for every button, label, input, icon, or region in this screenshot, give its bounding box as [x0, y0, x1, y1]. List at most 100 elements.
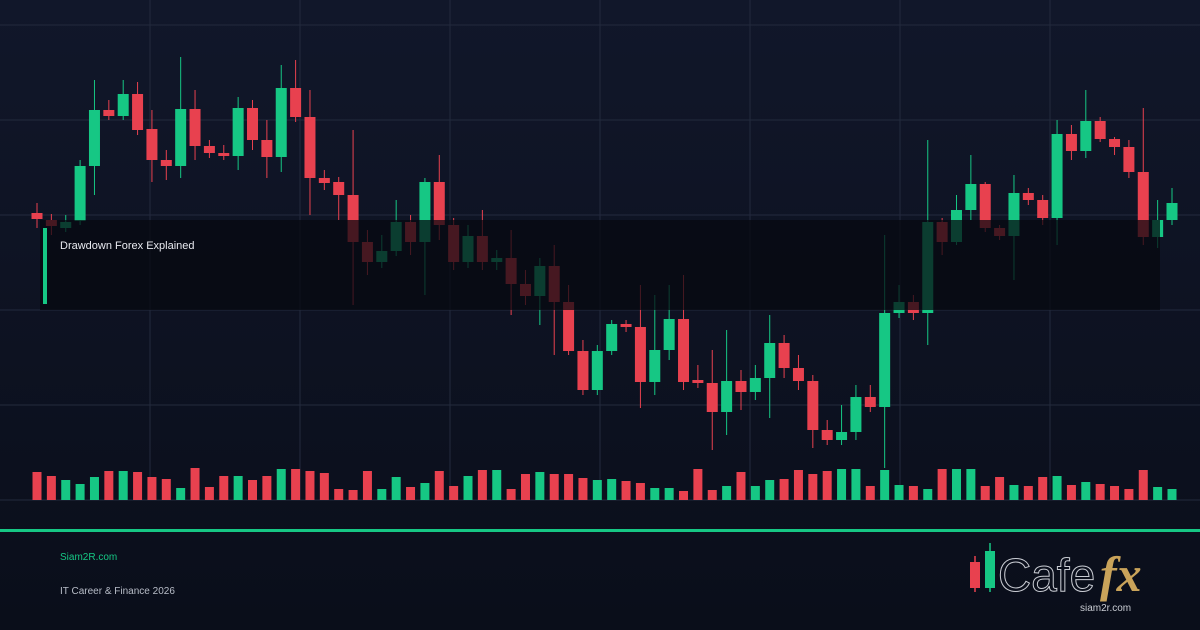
volume-bar: [880, 470, 890, 500]
candle-body: [649, 350, 661, 382]
volume-bar: [750, 486, 760, 500]
candle-body: [979, 184, 991, 228]
volume-bar: [664, 488, 674, 500]
candle-body: [807, 381, 819, 430]
candle-body: [850, 397, 862, 432]
volume-bar: [176, 488, 186, 500]
volume-bar: [923, 489, 933, 500]
volume-bar: [520, 474, 530, 500]
candle-body: [1051, 134, 1063, 218]
candle-body: [1080, 121, 1092, 151]
candle-body: [1022, 193, 1034, 200]
candle-body: [275, 88, 287, 157]
candle-body: [577, 351, 589, 390]
logo: Cafe fx siam2r.com: [970, 543, 1142, 614]
volume-bar: [449, 486, 459, 500]
candle-body: [419, 182, 431, 242]
chart-title: Drawdown Forex Explained: [60, 240, 195, 252]
volume-bar: [161, 479, 171, 500]
volume-bar: [190, 468, 200, 500]
candle-body: [146, 129, 158, 160]
candle-body: [74, 166, 86, 221]
volume-bar: [1081, 482, 1091, 500]
volume-bar: [765, 480, 775, 500]
candle-body: [634, 327, 646, 382]
candle-body: [189, 109, 201, 146]
volume-bar: [434, 471, 444, 500]
volume-bar: [406, 487, 416, 500]
volume-bar: [837, 469, 847, 500]
candle-body: [333, 182, 345, 195]
volume-bar: [1138, 470, 1148, 500]
volume-bar: [995, 477, 1005, 500]
candle-body: [879, 313, 891, 407]
volume-bar: [118, 471, 128, 500]
volume-bar: [808, 474, 818, 500]
volume-bar: [61, 480, 71, 500]
volume-bar: [592, 480, 602, 500]
tagline: IT Career & Finance 2026: [60, 586, 175, 597]
volume-bar: [1038, 477, 1048, 500]
candle-body: [678, 319, 690, 382]
candle-body: [203, 146, 215, 153]
title-accent: [43, 228, 47, 304]
volume-bar: [621, 481, 631, 500]
volume-bar: [463, 476, 473, 500]
volume-bar: [348, 490, 358, 500]
candle-body: [304, 117, 316, 178]
volume-bar: [391, 477, 401, 500]
volume-bar: [305, 471, 315, 500]
volume-bar: [147, 477, 157, 500]
volume-bar: [822, 471, 832, 500]
volume-bar: [334, 489, 344, 500]
volume-bar: [1095, 484, 1105, 500]
volume-bar: [1153, 487, 1163, 500]
volume-bar: [1052, 476, 1062, 500]
volume-bar: [1124, 489, 1134, 500]
candle-body: [218, 153, 230, 156]
volume-bar: [89, 477, 99, 500]
volume-bar: [319, 473, 329, 500]
candle-body: [965, 184, 977, 210]
volume-bar: [951, 469, 961, 500]
volume-bar: [966, 469, 976, 500]
volume-bar: [707, 490, 717, 500]
candle-body: [606, 324, 618, 351]
volume-bar: [1066, 485, 1076, 500]
volume-bar: [1167, 489, 1177, 500]
site-name: Siam2R.com: [60, 552, 117, 563]
volume-bar: [679, 491, 689, 500]
candle-body: [232, 108, 244, 156]
volume-bar: [937, 469, 947, 500]
candle-body: [117, 94, 129, 116]
candle-body: [132, 94, 144, 130]
candle-body: [1065, 134, 1077, 151]
candle-body: [591, 351, 603, 390]
volume-bar: [477, 470, 487, 500]
volume-bar: [722, 486, 732, 500]
candle-body: [88, 110, 100, 166]
candle-body: [721, 381, 733, 412]
candle-body: [1109, 139, 1121, 147]
candle-body: [290, 88, 302, 117]
candle-body: [663, 319, 675, 350]
volume-bar: [248, 480, 258, 500]
candles: [31, 57, 1178, 500]
candle-body: [31, 213, 43, 219]
volume-bar: [377, 489, 387, 500]
volume-bar: [607, 479, 617, 500]
volume-bar: [46, 476, 56, 500]
candle-body: [1037, 200, 1049, 218]
volume-bar: [693, 469, 703, 500]
candle-body: [563, 302, 575, 351]
candle-body: [836, 432, 848, 440]
candle-body: [347, 195, 359, 242]
logo-url: siam2r.com: [1080, 603, 1131, 614]
volume-bar: [1009, 485, 1019, 500]
volume-bar: [1110, 486, 1120, 500]
volume-bar: [133, 472, 143, 500]
candle-body: [247, 108, 259, 140]
volume-bar: [219, 476, 229, 500]
volume-bar: [104, 471, 114, 500]
volume-bar: [492, 470, 502, 500]
